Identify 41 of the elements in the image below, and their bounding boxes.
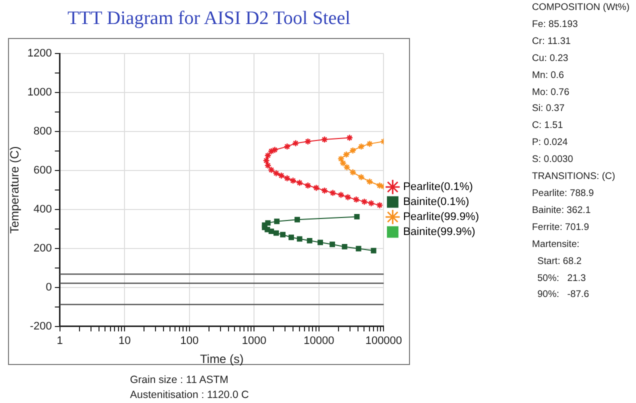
text: Cu: 0.23: [532, 52, 570, 66]
text: Grain size : 11 ASTM: [130, 373, 230, 388]
legend-label: Pearlite(99.9%): [403, 211, 480, 224]
text: Cr: 11.31: [532, 34, 572, 49]
text: Mn: 0.6: [532, 68, 565, 83]
y-tick-label: 0: [46, 281, 52, 294]
y-axis-title: Temperature (C): [8, 146, 22, 234]
y-tick-label: 400: [34, 204, 52, 216]
y-tick-label: 1000: [27, 86, 52, 99]
x-tick-label: 10000: [304, 335, 334, 348]
text: Si: 0.37: [532, 102, 566, 116]
text: Ferrite: 701.9: [532, 220, 590, 235]
text: Fe: 85.193: [532, 18, 579, 32]
y-tick-label: -200: [30, 320, 52, 332]
x-tick-label: 1: [56, 335, 63, 348]
x-tick-label: 100: [180, 335, 199, 348]
text: 50%: 21.3: [536, 272, 587, 286]
text: TRANSITIONS: (C): [532, 170, 616, 184]
text: Bainite: 362.1: [532, 204, 592, 218]
text: COMPOSITION (Wt%): [532, 1, 630, 15]
legend-label: Bainite(0.1%): [403, 196, 470, 208]
text: S: 0.0030: [532, 153, 574, 168]
text: Austenitisation : 1120.0 C: [130, 388, 249, 403]
x-tick-label: 10: [118, 335, 131, 348]
text: Martensite:: [532, 238, 580, 252]
legend-label: Bainite(99.9%): [403, 226, 476, 238]
text: C: 1.51: [532, 119, 564, 134]
x-axis-title: Time (s): [200, 352, 244, 366]
y-tick-label: 600: [34, 164, 52, 177]
text: 90%: -87.6: [536, 288, 590, 302]
y-tick-label: 1200: [27, 48, 52, 60]
legend-label: Pearlite(0.1%): [403, 181, 473, 194]
x-tick-label: 100000: [365, 335, 402, 348]
x-tick-label: 1000: [242, 335, 266, 348]
chart-title: TTT Diagram for AISI D2 Tool Steel: [66, 8, 352, 30]
text: P: 0.024: [532, 136, 569, 150]
y-tick-label: 200: [34, 242, 52, 254]
y-tick-label: 800: [34, 126, 52, 138]
text: Pearlite: 788.9: [532, 186, 595, 201]
text: Mo: 0.76: [532, 86, 570, 100]
text: Start: 68.2: [536, 254, 583, 269]
